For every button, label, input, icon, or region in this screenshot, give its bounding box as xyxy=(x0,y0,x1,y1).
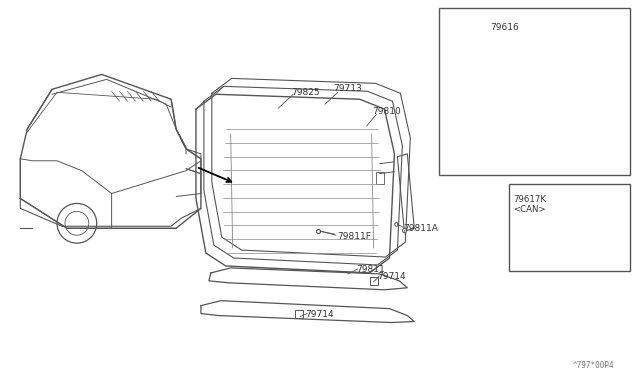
Text: 79616: 79616 xyxy=(491,23,520,32)
Bar xyxy=(520,244,525,249)
Bar xyxy=(518,227,527,245)
Bar xyxy=(548,252,562,258)
Text: 79811A: 79811A xyxy=(403,224,438,233)
Text: 79811F: 79811F xyxy=(337,232,371,241)
Bar xyxy=(295,310,303,318)
Bar xyxy=(376,172,383,184)
Text: 79825: 79825 xyxy=(291,88,320,97)
Text: 79714: 79714 xyxy=(378,272,406,281)
Bar xyxy=(591,211,601,217)
Bar xyxy=(370,277,378,285)
Text: 79810: 79810 xyxy=(372,107,401,116)
Text: 79713: 79713 xyxy=(333,84,362,93)
Text: ^797*00P4: ^797*00P4 xyxy=(573,361,614,370)
Text: <CAN>: <CAN> xyxy=(513,205,546,214)
Text: 79714: 79714 xyxy=(305,310,333,319)
Text: 79617K: 79617K xyxy=(513,196,547,205)
Bar xyxy=(509,184,630,271)
Bar xyxy=(547,229,564,253)
Bar xyxy=(439,8,630,175)
Text: 79811: 79811 xyxy=(356,265,385,274)
